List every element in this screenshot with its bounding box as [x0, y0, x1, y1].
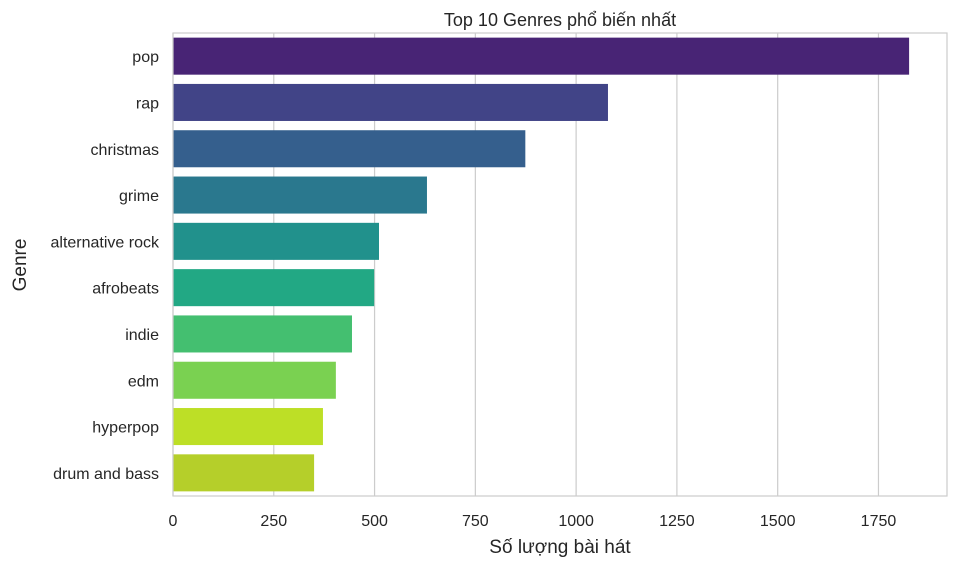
bar-alternative-rock	[173, 222, 379, 260]
bar-hyperpop	[173, 408, 323, 446]
y-tick-label: rap	[136, 95, 159, 112]
y-tick-label: hyperpop	[92, 420, 159, 437]
y-tick-label: pop	[132, 49, 159, 66]
plot-frame	[172, 32, 948, 497]
bar-afrobeats	[173, 269, 375, 307]
y-tick-label: alternative rock	[51, 234, 160, 251]
y-tick-label: edm	[128, 373, 159, 390]
x-tick-label: 1750	[861, 513, 897, 530]
bar-edm	[173, 361, 336, 399]
bar-rap	[173, 83, 608, 121]
x-tick-label: 250	[260, 513, 287, 530]
bar-grime	[173, 176, 427, 214]
y-tick-label: christmas	[91, 142, 159, 159]
bar-indie	[173, 315, 352, 353]
x-tick-label: 1500	[760, 513, 796, 530]
x-tick-label: 500	[361, 513, 388, 530]
x-tick-label: 1250	[659, 513, 695, 530]
bar-pop	[173, 37, 910, 75]
bar-drum-and-bass	[173, 454, 315, 492]
chart-title: Top 10 Genres phổ biến nhất	[444, 10, 676, 30]
y-axis-label: Genre	[10, 239, 31, 292]
x-tick-label: 0	[169, 513, 178, 530]
y-tick-label: indie	[125, 327, 159, 344]
x-tick-label: 1000	[558, 513, 594, 530]
bar-christmas	[173, 130, 526, 168]
bars	[173, 37, 910, 492]
y-tick-labels: pop rap christmas grime alternative rock afro…	[51, 49, 160, 483]
x-tick-label: 750	[462, 513, 489, 530]
x-axis-label: Số lượng bài hát	[489, 537, 631, 558]
x-tick-labels: 0 250 500 750 1000 1250 1500 1750	[169, 513, 897, 530]
y-tick-label: afrobeats	[92, 281, 159, 298]
y-tick-label: drum and bass	[53, 466, 159, 483]
y-tick-label: grime	[119, 188, 159, 205]
